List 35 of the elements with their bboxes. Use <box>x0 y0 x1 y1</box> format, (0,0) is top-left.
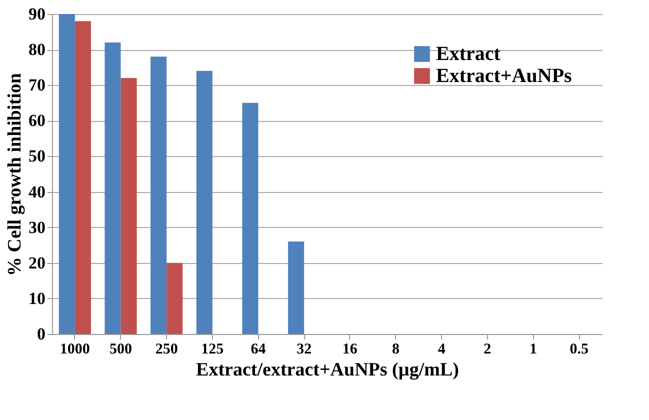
bar <box>166 262 183 334</box>
x-tick-label: 32 <box>296 342 312 358</box>
y-tick-label: 80 <box>28 40 46 60</box>
y-tick-label: 70 <box>28 76 46 95</box>
x-tick-label: 16 <box>342 342 358 358</box>
y-tick-label: 90 <box>28 4 46 24</box>
x-tick-label: 1 <box>530 342 537 358</box>
y-tick-label: 30 <box>28 218 46 237</box>
y-tick-label: 40 <box>28 182 46 202</box>
x-axis-title: Extract/extract+AuNPs (µg/mL) <box>196 360 459 380</box>
bar <box>120 78 137 334</box>
legend-label: Extract <box>436 43 501 65</box>
y-tick-label: 0 <box>37 324 46 344</box>
bar <box>288 242 304 334</box>
y-tick-label: 50 <box>28 146 46 166</box>
legend-label: Extract+AuNPs <box>436 65 572 87</box>
x-tick-label: 8 <box>392 342 400 358</box>
x-tick-label: 125 <box>201 342 224 358</box>
bar <box>242 102 258 334</box>
y-tick-label: 10 <box>28 288 46 308</box>
bar <box>150 56 167 334</box>
x-tick-label: 2 <box>484 342 492 358</box>
x-tick-label: 1000 <box>60 342 90 358</box>
x-tick-label: 250 <box>155 342 178 358</box>
x-tick-label: 64 <box>250 342 266 358</box>
y-tick-label: 20 <box>28 253 46 272</box>
x-tick-label: 4 <box>438 342 446 358</box>
bar <box>196 70 212 334</box>
x-tick-label: 500 <box>110 342 132 358</box>
y-tick-label: 60 <box>28 111 46 130</box>
bar <box>74 21 91 334</box>
y-axis-title: % Cell growth inhibition <box>4 72 26 276</box>
bar <box>104 42 121 334</box>
x-tick-label: 0.5 <box>570 342 588 358</box>
bar <box>58 14 75 334</box>
